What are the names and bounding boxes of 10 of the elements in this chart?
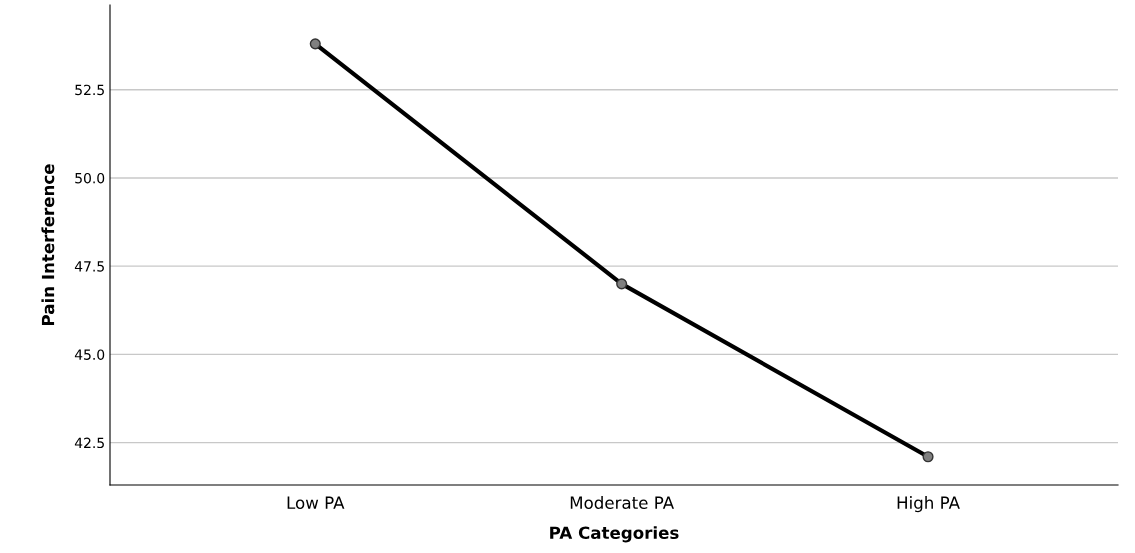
y-tick-label: 45.0 bbox=[74, 349, 105, 360]
x-tick-label: Moderate PA bbox=[570, 496, 674, 510]
y-tick-label: 42.5 bbox=[74, 437, 104, 449]
y-tick-label: 52.5 bbox=[75, 84, 104, 96]
y-tick-label: 47.5 bbox=[74, 261, 104, 272]
x-tick-label: Low PA bbox=[287, 496, 345, 510]
y-axis-title: Pain Interference bbox=[41, 164, 55, 326]
y-tick-label: 50.0 bbox=[75, 172, 105, 184]
x-tick-label: High PA bbox=[897, 496, 960, 513]
x-axis-title: PA Categories bbox=[550, 526, 679, 543]
